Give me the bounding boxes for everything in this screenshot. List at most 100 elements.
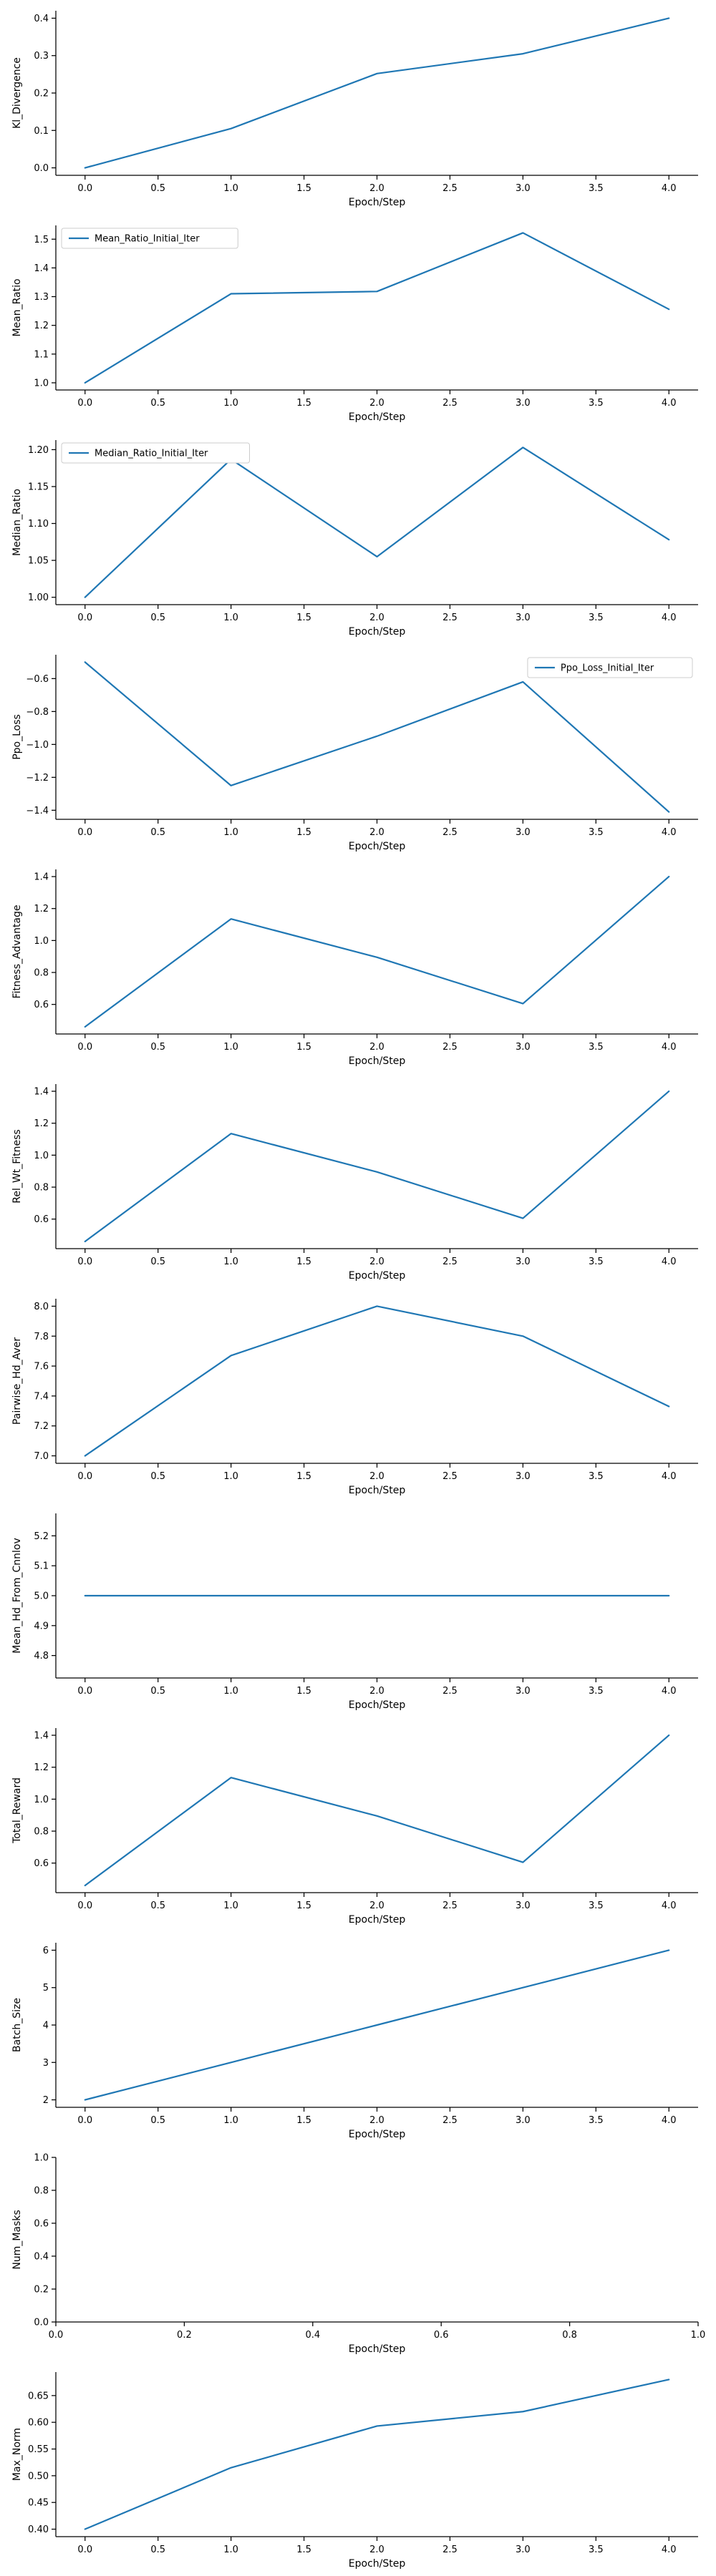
y-tick-label: 0.2: [34, 89, 49, 99]
chart-panel-11: 0.0 0.2 0.4 0.6 0.8 1.0 0.0 0.2 0.4 0.6 0.8 1.0 Epoc…: [11, 2153, 705, 2356]
x-tick-label: 0.0: [49, 2330, 64, 2341]
y-tick-label: 0.45: [28, 2498, 49, 2509]
x-tick-label: 4.0: [662, 1901, 677, 1911]
x-tick-label: 3.0: [516, 1257, 531, 1267]
x-axis-label: Epoch/Step: [349, 2129, 406, 2140]
y-tick-label: 0.65: [28, 2391, 49, 2401]
y-tick-label: 1.0: [34, 1151, 49, 1161]
x-tick-label: 0.0: [77, 1042, 92, 1053]
series-line: [84, 1090, 670, 1243]
y-axis-label: Num_Masks: [11, 2210, 23, 2269]
y-tick-label: 1.0: [34, 378, 49, 389]
chart-panel-8: 0.0 0.5 1.0 1.5 2.0 2.5 3.0 3.5 4.0 4.8 4.9 5.0 5.1 5…: [11, 1513, 698, 1711]
x-axis-label: Epoch/Step: [349, 626, 406, 638]
x-tick-label: 2.5: [442, 1257, 458, 1267]
x-tick-label: 2.5: [442, 1901, 458, 1911]
y-tick-label: 6: [43, 1946, 49, 1956]
x-tick-label: 1.5: [296, 1686, 311, 1697]
legend-frame: [527, 657, 693, 678]
y-tick-label: 0.1: [34, 126, 49, 137]
x-tick-label: 1.0: [223, 1042, 238, 1053]
y-tick-label: 7.2: [34, 1421, 49, 1432]
x-tick-label: 0.6: [434, 2330, 449, 2341]
chart-panel-2: 0.0 0.5 1.0 1.5 2.0 2.5 3.0 3.5 4.0 1.0 1.1 1.2 1.3 1…: [11, 225, 698, 423]
x-tick-label: 0.2: [177, 2330, 192, 2341]
series-line: [84, 875, 670, 1028]
y-tick-label: −0.6: [26, 674, 49, 685]
series-line: [84, 1734, 670, 1887]
x-tick-label: 1.5: [296, 1042, 311, 1053]
x-tick-label: 3.5: [589, 398, 604, 409]
legend-label: Mean_Ratio_Initial_Iter: [95, 234, 200, 245]
series-line: [84, 1305, 670, 1457]
x-tick-label: 3.0: [516, 1042, 531, 1053]
x-tick-label: 3.0: [516, 183, 531, 194]
x-tick-label: 3.5: [589, 827, 604, 838]
y-tick-label: 0.8: [34, 968, 49, 979]
x-tick-label: 2.0: [369, 2115, 384, 2126]
series-line: [84, 17, 670, 169]
y-tick-label: 1.2: [34, 1762, 49, 1773]
y-tick-label: 5.2: [34, 1531, 49, 1542]
y-tick-label: 1.10: [28, 519, 49, 530]
x-tick-label: 0.5: [150, 398, 165, 409]
x-tick-label: 0.0: [77, 1686, 92, 1697]
series-line: [84, 2379, 670, 2530]
y-tick-label: 1.3: [34, 292, 49, 303]
x-tick-label: 1.5: [296, 398, 311, 409]
x-tick-label: 2.0: [369, 1042, 384, 1053]
x-tick-label: 2.0: [369, 2545, 384, 2555]
x-tick-label: 2.0: [369, 827, 384, 838]
y-tick-label: 0.6: [34, 2219, 49, 2230]
x-axis-label: Epoch/Step: [349, 411, 406, 423]
x-tick-label: 0.5: [150, 1901, 165, 1911]
x-tick-label: 4.0: [662, 183, 677, 194]
x-tick-label: 2.0: [369, 398, 384, 409]
chart-panel-12: 0.0 0.5 1.0 1.5 2.0 2.5 3.0 3.5 4.0 0.40 0.45 0.50 0…: [11, 2372, 698, 2570]
x-tick-label: 0.5: [150, 1471, 165, 1482]
x-tick-label: 3.5: [589, 2115, 604, 2126]
y-tick-label: 1.2: [34, 1118, 49, 1129]
x-axis-label: Epoch/Step: [349, 841, 406, 852]
chart-panel-5: 0.0 0.5 1.0 1.5 2.0 2.5 3.0 3.5 4.0 0.6 0.8 1.0 1.2 1…: [11, 869, 698, 1067]
x-tick-label: 2.5: [442, 1471, 458, 1482]
series-line: [84, 661, 670, 813]
y-tick-label: 0.6: [34, 1000, 49, 1010]
x-axis-label: Epoch/Step: [349, 1485, 406, 1496]
x-tick-label: 0.5: [150, 183, 165, 194]
x-tick-label: 2.5: [442, 2545, 458, 2555]
y-tick-label: 0.50: [28, 2471, 49, 2482]
y-axis-label: Total_Reward: [11, 1777, 23, 1844]
y-tick-label: 1.4: [34, 1731, 49, 1742]
y-tick-label: 5.1: [34, 1561, 49, 1572]
x-axis-label: Epoch/Step: [349, 2558, 406, 2570]
x-tick-label: 1.5: [296, 2545, 311, 2555]
x-tick-label: 4.0: [662, 1042, 677, 1053]
y-tick-label: 1.2: [34, 321, 49, 331]
x-tick-label: 4.0: [662, 1257, 677, 1267]
legend: Mean_Ratio_Initial_Iter: [61, 228, 238, 249]
x-tick-label: 2.0: [369, 1257, 384, 1267]
legend: Median_Ratio_Initial_Iter: [61, 442, 250, 464]
legend-label: Ppo_Loss_Initial_Iter: [561, 663, 654, 674]
x-tick-label: 4.0: [662, 827, 677, 838]
x-tick-label: 2.0: [369, 613, 384, 623]
x-tick-label: 0.0: [77, 613, 92, 623]
x-tick-label: 4.0: [662, 398, 677, 409]
y-tick-label: 0.4: [34, 2252, 49, 2263]
y-tick-label: 1.5: [34, 235, 49, 245]
y-tick-label: 1.4: [34, 872, 49, 883]
x-tick-label: 0.0: [77, 827, 92, 838]
x-tick-label: 3.5: [589, 2545, 604, 2555]
x-tick-label: 1.0: [223, 398, 238, 409]
x-tick-label: 2.5: [442, 613, 458, 623]
x-tick-label: 0.4: [305, 2330, 320, 2341]
y-tick-label: 0.60: [28, 2418, 49, 2429]
x-tick-label: 2.5: [442, 398, 458, 409]
x-tick-label: 2.0: [369, 1686, 384, 1697]
x-tick-label: 1.0: [223, 1686, 238, 1697]
x-tick-label: 0.5: [150, 2115, 165, 2126]
y-tick-label: 0.2: [34, 2285, 49, 2296]
legend-frame: [61, 442, 250, 464]
y-axis-label: Fitness_Advantage: [11, 904, 23, 998]
